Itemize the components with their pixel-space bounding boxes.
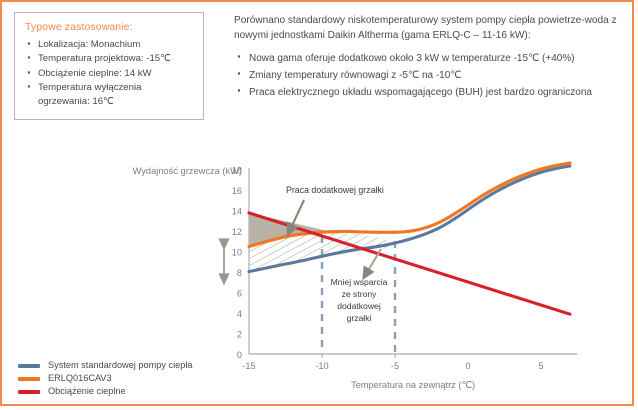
y-tick-label: 10	[232, 248, 242, 258]
list-item: Temperatura projektowa: -15℃	[25, 50, 195, 65]
heating-capacity-chart: Wydajność grzewcza (kW) 18 16 14 12 10 8…	[2, 152, 636, 397]
svg-text:Mniej wsparcia: Mniej wsparcia	[331, 277, 388, 287]
typical-application-box: Typowe zastosowanie: Lokalizacja: Monach…	[14, 12, 204, 120]
y-tick-label: 16	[232, 186, 242, 196]
legend-item-erlq016cav3: ERLQ016CAV3	[18, 373, 193, 385]
y-tick-label: 14	[232, 206, 242, 216]
annotation-less-support-arrow	[362, 248, 382, 281]
annotation-backup-heater-arrow	[286, 199, 305, 237]
legend-item-standard-heat-pump: System standardowej pompy ciepła	[18, 360, 193, 372]
x-tick-label: -15	[242, 361, 255, 371]
x-tick-label: -5	[391, 361, 399, 371]
list-item: Obciążenie cieplne: 14 kW	[25, 65, 195, 80]
y-axis-label: Wydajność grzewcza (kW)	[133, 166, 242, 176]
y-tick-label: 18	[232, 166, 242, 176]
legend-label: System standardowej pompy ciepła	[48, 360, 193, 371]
intro-text-block: Porównano standardowy niskotemperaturowy…	[234, 14, 626, 102]
x-tick-label: 0	[465, 361, 470, 371]
x-tick-label: 5	[538, 361, 543, 371]
y-tick-label: 0	[237, 350, 242, 360]
y-tick-label: 2	[237, 330, 242, 340]
y-tick-label: 4	[237, 309, 242, 319]
x-tick-label: -10	[315, 361, 328, 371]
list-item: Zmiany temperatury równowagi z -5℃ na -1…	[234, 66, 626, 83]
chart-svg: Wydajność grzewcza (kW) 18 16 14 12 10 8…	[133, 161, 577, 390]
infobox-list: Lokalizacja: Monachium Temperatura proje…	[25, 36, 195, 108]
legend-label: ERLQ016CAV3	[48, 373, 112, 384]
series-standard-heat-pump	[247, 164, 572, 274]
svg-text:dodatkowej: dodatkowej	[337, 301, 381, 311]
list-item: Temperatura wyłączenia ogrzewania: 16℃	[25, 79, 195, 108]
list-item: Lokalizacja: Monachium	[25, 36, 195, 51]
legend-item-heat-load: Obciążenie cieplne	[18, 386, 193, 398]
y-tick-label: 6	[237, 289, 242, 299]
infobox-heading: Typowe zastosowanie:	[25, 21, 133, 33]
y-tick-label: 8	[237, 268, 242, 278]
series-heat-load	[247, 211, 572, 316]
y-tick-label: 12	[232, 227, 242, 237]
x-axis-label: Temperatura na zewnątrz (℃)	[351, 380, 475, 390]
svg-text:ze strony: ze strony	[342, 289, 378, 299]
list-item: Praca elektrycznego układu wspomagająceg…	[234, 83, 626, 100]
intro-paragraph: Porównano standardowy niskotemperaturowy…	[234, 15, 617, 41]
intro-list: Nowa gama oferuje dodatkowo około 3 kW w…	[234, 49, 626, 100]
chart-legend: System standardowej pompy ciepła ERLQ016…	[18, 360, 193, 399]
annotation-less-support-label: Mniej wsparcia ze strony dodatkowej grza…	[331, 277, 388, 323]
svg-text:grzałki: grzałki	[347, 313, 372, 323]
legend-swatch-orange	[18, 376, 40, 381]
legend-swatch-blue	[18, 363, 40, 368]
series-erlq016cav3	[247, 161, 572, 249]
list-item: Nowa gama oferuje dodatkowo około 3 kW w…	[234, 49, 626, 66]
legend-label: Obciążenie cieplne	[48, 386, 126, 397]
legend-swatch-red	[18, 389, 40, 394]
annotation-backup-heater-label: Praca dodatkowej grzałki	[286, 185, 384, 195]
